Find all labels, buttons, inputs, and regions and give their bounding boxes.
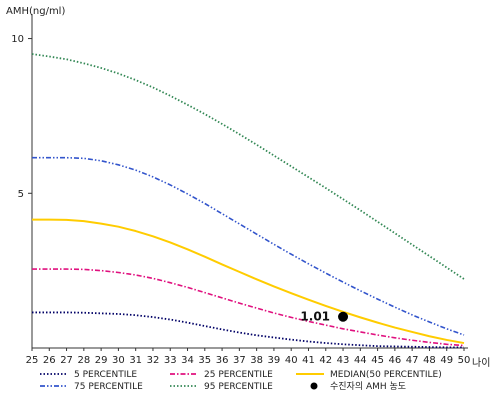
series-line-25-percentile xyxy=(32,268,465,347)
series-layer xyxy=(31,53,465,349)
legend-label: MEDIAN(50 PERCENTILE) xyxy=(330,370,442,380)
series-line-95-percentile xyxy=(31,53,465,280)
x-tick-label: 33 xyxy=(164,355,177,366)
x-tick-label: 45 xyxy=(371,355,384,366)
legend-label: 5 PERCENTILE xyxy=(74,370,137,380)
x-tick-label: 29 xyxy=(95,355,108,366)
x-tick-label: 46 xyxy=(389,355,402,366)
patient-amh-value-label: 1.01 xyxy=(300,310,330,324)
x-tick-label: 40 xyxy=(285,355,298,366)
x-tick-label: 41 xyxy=(302,355,315,366)
x-tick-label: 28 xyxy=(77,355,90,366)
x-tick-label: 48 xyxy=(423,355,436,366)
y-tick-label: 10 xyxy=(11,34,24,45)
x-tick-label: 25 xyxy=(26,355,39,366)
x-tick-label: 31 xyxy=(129,355,142,366)
x-tick-label: 30 xyxy=(112,355,125,366)
y-tick-label: 5 xyxy=(18,189,24,200)
legend-item: 25 PERCENTILE xyxy=(170,370,273,380)
x-tick-label: 27 xyxy=(60,355,73,366)
series-line-5-percentile xyxy=(32,311,464,349)
x-tick-label: 44 xyxy=(354,355,367,366)
series-line-median-50-percentile xyxy=(32,218,465,345)
legend-item: 수진자의 AMH 농도 xyxy=(310,381,406,392)
x-axis-title: 나이 xyxy=(472,357,490,369)
legend-label: 25 PERCENTILE xyxy=(204,370,273,380)
legend-item: MEDIAN(50 PERCENTILE) xyxy=(296,370,442,380)
x-tick-label: 50 xyxy=(458,355,471,366)
x-tick-label: 39 xyxy=(268,355,281,366)
legend-item: 5 PERCENTILE xyxy=(40,370,137,380)
x-tick-label: 37 xyxy=(233,355,246,366)
x-tick-label: 32 xyxy=(147,355,160,366)
legend-marker-swatch xyxy=(310,382,318,390)
x-tick-label: 42 xyxy=(319,355,332,366)
x-tick-label: 35 xyxy=(198,355,211,366)
patient-point-layer: 1.01 xyxy=(300,310,349,324)
legend-label: 75 PERCENTILE xyxy=(74,382,143,392)
legend: 5 PERCENTILE 75 PERCENTILE 25 PERCENTILE 95… xyxy=(40,370,442,392)
legend-label: 수진자의 AMH 농도 xyxy=(330,381,406,392)
axes: 5 10 25 26 27 28 29 30 31 32 33 34 35 36 37 38 39 40 41 42 4… xyxy=(11,14,470,366)
legend-item: 75 PERCENTILE xyxy=(40,382,143,392)
x-tick-label: 26 xyxy=(43,355,56,366)
legend-item: 95 PERCENTILE xyxy=(170,382,273,392)
series-line-75-percentile xyxy=(32,156,465,336)
legend-label: 95 PERCENTILE xyxy=(204,382,273,392)
x-tick-label: 47 xyxy=(406,355,419,366)
x-tick-label: 43 xyxy=(337,355,350,366)
x-tick-label: 38 xyxy=(250,355,263,366)
patient-amh-marker xyxy=(338,311,349,322)
x-tick-label: 34 xyxy=(181,355,194,366)
x-tick-label: 49 xyxy=(440,355,453,366)
x-tick-label: 36 xyxy=(216,355,229,366)
y-axis-title: AMH(ng/ml) xyxy=(6,6,65,17)
